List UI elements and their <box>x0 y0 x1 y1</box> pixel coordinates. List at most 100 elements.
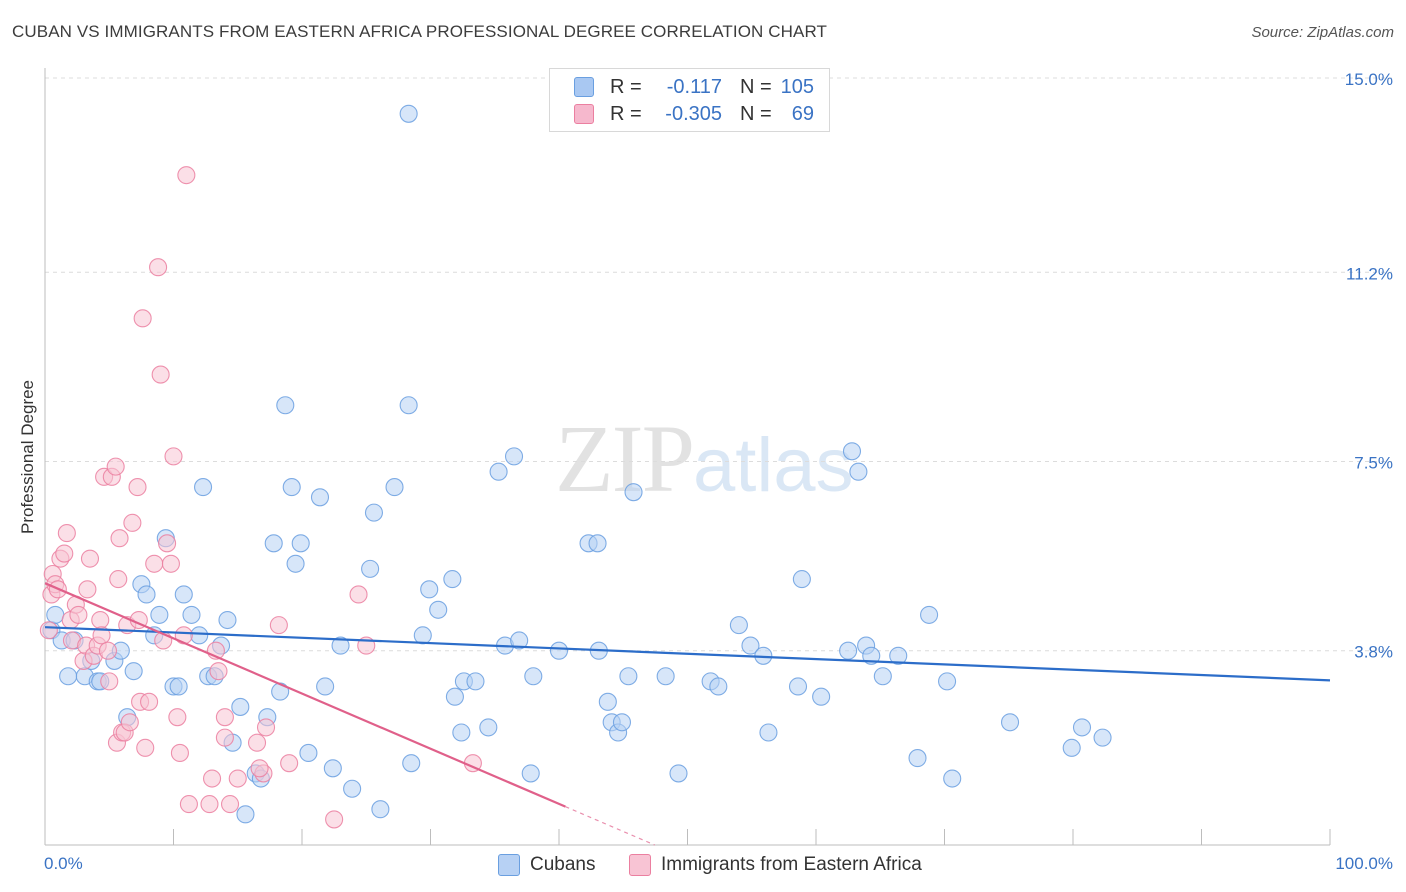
cuban-point <box>364 503 384 522</box>
eastern-africa-point <box>247 733 267 752</box>
cuban-point <box>385 478 404 497</box>
cuban-point <box>1062 738 1081 757</box>
cuban-point <box>331 636 350 655</box>
y-tick-label: 7.5% <box>1354 454 1393 473</box>
cuban-point <box>276 396 295 415</box>
cuban-point <box>150 605 169 624</box>
cuban-point <box>759 723 778 742</box>
grid-lines <box>45 77 1392 652</box>
cuban-point <box>741 636 760 655</box>
eastern-africa-point <box>39 621 58 640</box>
cuban-point <box>1072 718 1092 737</box>
legend-r-value: -0.117 <box>666 75 722 98</box>
cuban-point <box>174 585 193 604</box>
series-label-immigrants: Immigrants from Eastern Africa <box>661 854 922 875</box>
eastern-africa-point <box>256 718 276 737</box>
legend-n-value: 69 <box>791 102 814 125</box>
x-tick-label-min: 0.0% <box>44 854 83 873</box>
cuban-point <box>479 718 498 737</box>
cuban-point <box>849 462 868 481</box>
eastern-africa-point <box>164 447 183 466</box>
y-tick-label: 15.0% <box>1345 70 1393 89</box>
cuban-point <box>452 723 471 742</box>
eastern-africa-point <box>110 529 129 548</box>
cuban-point <box>812 687 831 706</box>
legend-swatch-immigrants <box>574 104 594 124</box>
cuban-point <box>1093 728 1112 747</box>
legend-n-label: N = <box>740 75 772 98</box>
cuban-point <box>656 667 675 686</box>
eastern-africa-point <box>325 810 344 829</box>
series-legend-immigrants: Immigrants from Eastern Africa <box>629 852 922 878</box>
eastern-africa-point <box>69 605 88 624</box>
cuban-point <box>862 646 881 665</box>
eastern-africa-point <box>215 708 234 727</box>
cuban-point <box>709 677 728 696</box>
cuban-point <box>619 667 638 686</box>
eastern-africa-point <box>349 585 368 604</box>
eastern-africa-point <box>145 554 164 573</box>
cuban-point <box>549 641 569 660</box>
eastern-africa-point <box>170 743 189 763</box>
cuban-point <box>413 626 432 645</box>
cuban-point <box>420 580 439 599</box>
cuban-point <box>908 749 927 768</box>
cuban-point <box>316 677 335 696</box>
cuban-point <box>889 646 908 665</box>
cuban-point <box>46 605 65 624</box>
cuban-point <box>323 759 342 778</box>
eastern-africa-point <box>55 544 74 563</box>
eastern-africa-point <box>123 513 142 532</box>
eastern-africa-point <box>228 769 247 788</box>
eastern-africa-point <box>158 534 177 553</box>
cuban-point <box>839 641 858 660</box>
series-legend-cubans: Cubans <box>498 852 596 878</box>
eastern-africa-point <box>168 708 187 727</box>
cuban-point <box>343 779 362 798</box>
y-tick-label: 3.8% <box>1354 643 1393 662</box>
legend-swatch-cubans <box>574 77 594 97</box>
y-tick-label: 11.2% <box>1346 264 1393 283</box>
cuban-point <box>920 605 939 624</box>
eastern-africa-point <box>250 759 269 778</box>
series-label-cubans: Cubans <box>530 854 596 875</box>
eastern-africa-point <box>80 549 100 568</box>
cuban-point <box>402 754 421 773</box>
cuban-point <box>943 769 962 788</box>
eastern-africa-point <box>120 713 139 732</box>
cuban-point <box>445 687 464 706</box>
cuban-point <box>194 478 213 497</box>
cuban-point <box>310 488 330 507</box>
eastern-africa-point <box>91 610 110 630</box>
eastern-africa-point <box>106 457 125 476</box>
cuban-point <box>504 447 524 466</box>
eastern-africa-point <box>57 524 76 543</box>
x-tick-label-max: 100.0% <box>1335 854 1393 873</box>
trend-lines <box>44 582 1331 846</box>
correlation-legend: R = -0.117 N = 105 R = -0.305 N = 69 <box>549 68 830 132</box>
cuban-point <box>286 554 305 573</box>
eastern-africa-point <box>140 692 159 711</box>
cuban-point <box>521 764 540 783</box>
cuban-point <box>792 570 811 589</box>
eastern-africa-point <box>203 769 222 788</box>
cuban-point <box>524 667 543 686</box>
eastern-africa-point <box>100 672 119 691</box>
cuban-point <box>282 478 301 497</box>
cuban-point <box>588 534 607 553</box>
cuban-point <box>399 104 418 123</box>
eastern-africa-point <box>109 570 128 589</box>
eastern-africa-point <box>179 795 198 814</box>
cuban-point <box>1000 713 1020 732</box>
eastern-africa-point <box>136 738 155 757</box>
legend-n-value: 105 <box>780 75 814 98</box>
legend-row-cubans: R = -0.117 N = 105 <box>574 75 814 99</box>
cuban-point <box>466 672 485 691</box>
cuban-point <box>489 462 508 481</box>
eastern-africa-point <box>280 754 299 773</box>
chart-title: CUBAN VS IMMIGRANTS FROM EASTERN AFRICA … <box>12 22 828 41</box>
cuban-point <box>264 534 283 553</box>
eastern-africa-point <box>161 554 180 573</box>
cuban-point <box>291 534 310 553</box>
cuban-point <box>788 677 808 696</box>
